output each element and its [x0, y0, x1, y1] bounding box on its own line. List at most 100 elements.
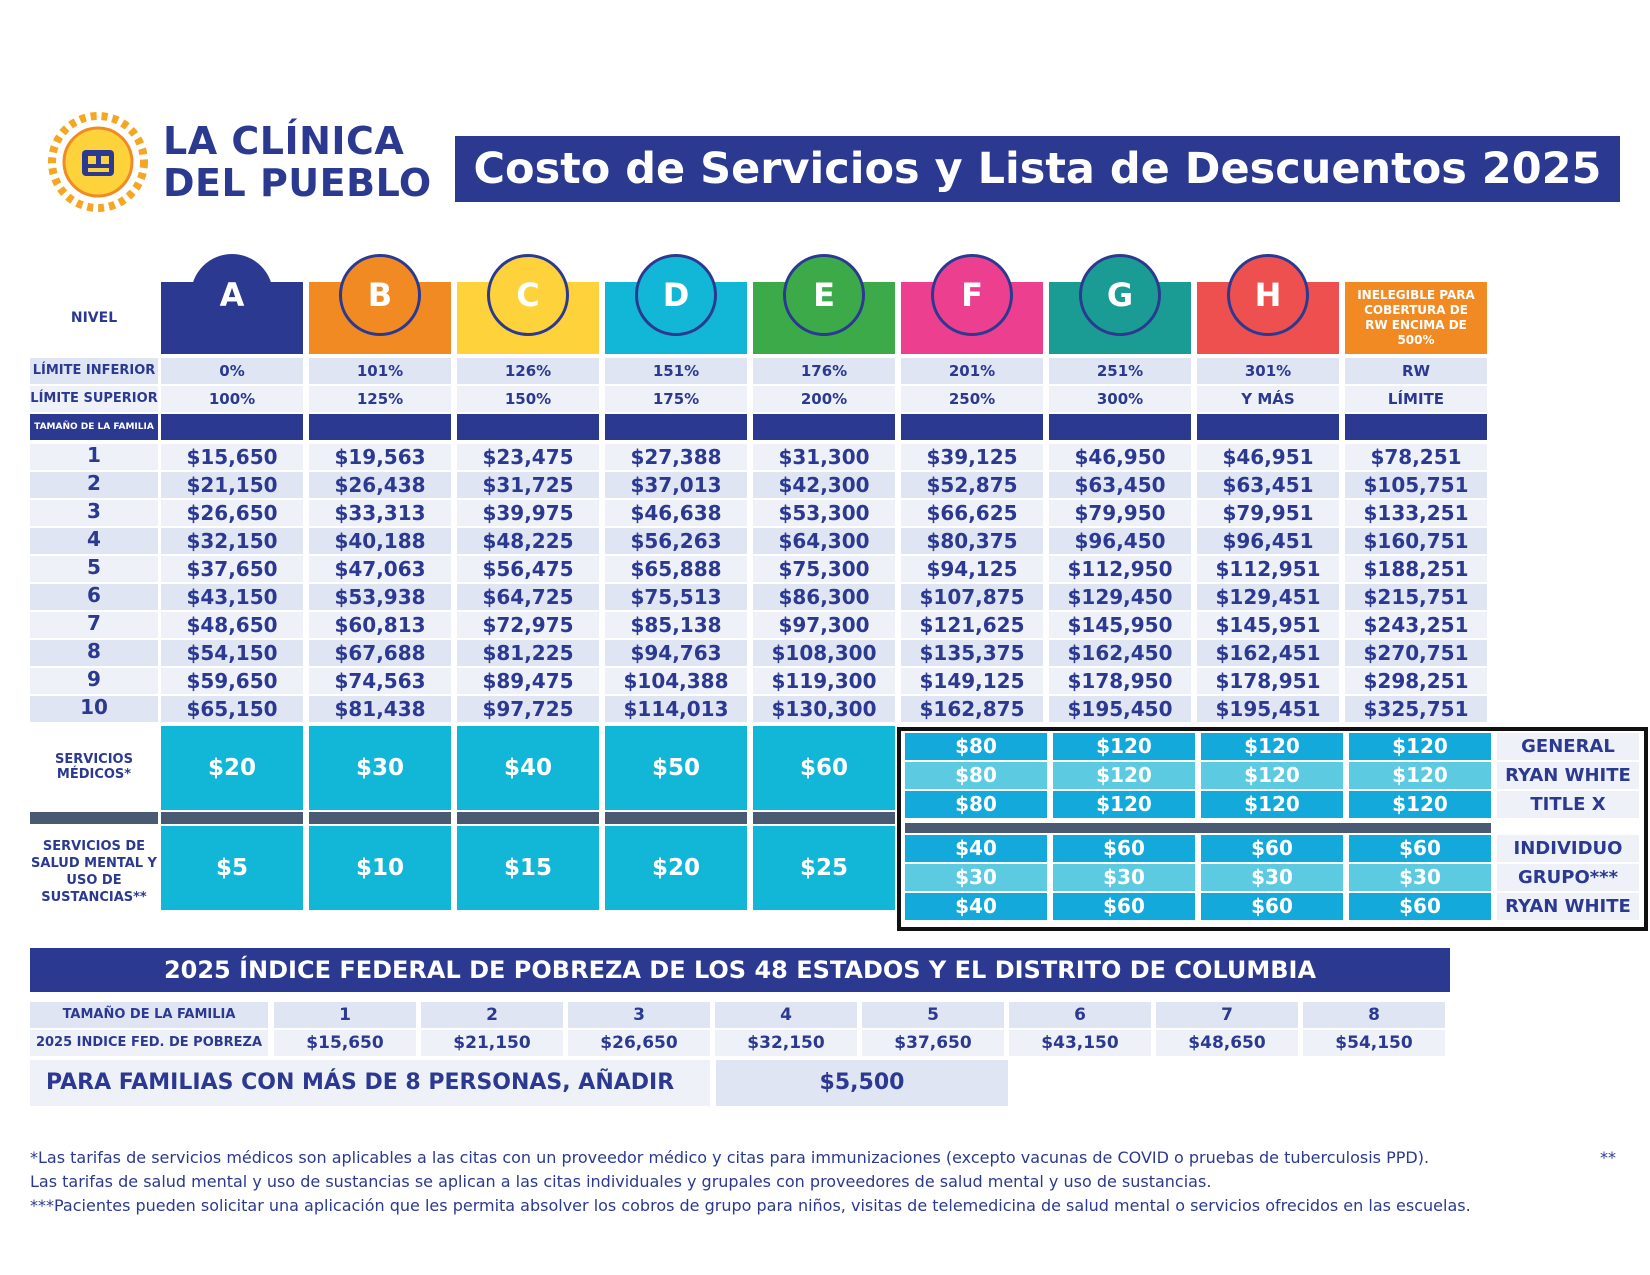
level-badge-a: A: [191, 254, 273, 336]
income-cell: $32,150: [161, 528, 303, 554]
income-cell: $162,451: [1197, 640, 1339, 666]
income-cell: $65,888: [605, 556, 747, 582]
fpl-size-label: TAMAÑO DE LA FAMILIA: [30, 1002, 268, 1028]
income-cell: $86,300: [753, 584, 895, 610]
income-cell: $46,638: [605, 500, 747, 526]
clinic-logo-text: LA CLÍNICA DEL PUEBLO: [163, 120, 432, 204]
rw-mental-fee: $30: [1349, 864, 1491, 891]
income-cell: $67,688: [309, 640, 451, 666]
rw-mental-label: INDIVIDUO: [1497, 835, 1639, 862]
family-size-label: 4: [30, 528, 158, 554]
rw-medical-fee: $120: [1201, 733, 1343, 760]
lower-limit: 101%: [309, 358, 451, 384]
family-size-label: 9: [30, 668, 158, 694]
lower-limit: RW: [1345, 358, 1487, 384]
fpl-add-label: PARA FAMILIAS CON MÁS DE 8 PERSONAS, AÑA…: [30, 1060, 710, 1106]
fpl-value: $21,150: [421, 1030, 563, 1056]
family-size-band: [605, 414, 747, 440]
upper-limit: 200%: [753, 386, 895, 412]
income-cell: $145,950: [1049, 612, 1191, 638]
level-header-rw: INELEGIBLE PARA COBERTURA DE RW ENCIMA D…: [1345, 282, 1487, 354]
income-cell: $39,975: [457, 500, 599, 526]
income-cell: $160,751: [1345, 528, 1487, 554]
logo-line-1: LA CLÍNICA: [163, 119, 405, 163]
family-size-band: [457, 414, 599, 440]
fpl-size: 8: [1303, 1002, 1445, 1028]
income-cell: $46,951: [1197, 444, 1339, 470]
lower-limit: 301%: [1197, 358, 1339, 384]
income-cell: $40,188: [309, 528, 451, 554]
rw-medical-fee: $120: [1053, 762, 1195, 789]
rw-mental-fee: $60: [1201, 893, 1343, 920]
income-cell: $15,650: [161, 444, 303, 470]
income-cell: $66,625: [901, 500, 1043, 526]
divider-bar: [309, 812, 451, 824]
income-cell: $162,875: [901, 696, 1043, 722]
upper-limit: 250%: [901, 386, 1043, 412]
level-badge-h: H: [1227, 254, 1309, 336]
income-cell: $52,875: [901, 472, 1043, 498]
income-cell: $85,138: [605, 612, 747, 638]
family-size-band: [753, 414, 895, 440]
rw-mental-fee: $60: [1349, 835, 1491, 862]
level-header-h: H: [1197, 254, 1339, 354]
family-size-band: [161, 414, 303, 440]
fpl-add-value: $5,500: [716, 1060, 1008, 1106]
fpl-size: 6: [1009, 1002, 1151, 1028]
family-size-band: [309, 414, 451, 440]
fpl-index-label: 2025 INDICE FED. DE POBREZA: [30, 1030, 268, 1056]
income-cell: $64,300: [753, 528, 895, 554]
label-servicios-medicos: SERVICIOS MÉDICOS*: [55, 752, 133, 782]
level-badge-g: G: [1079, 254, 1161, 336]
fpl-value: $26,650: [568, 1030, 710, 1056]
fpl-value: $37,650: [862, 1030, 1004, 1056]
income-cell: $112,951: [1197, 556, 1339, 582]
income-cell: $53,938: [309, 584, 451, 610]
label-limite-superior: LÍMITE SUPERIOR: [30, 386, 158, 412]
income-cell: $149,125: [901, 668, 1043, 694]
family-size-label: 6: [30, 584, 158, 610]
rw-mental-fee: $40: [905, 893, 1047, 920]
income-cell: $298,251: [1345, 668, 1487, 694]
income-cell: $145,951: [1197, 612, 1339, 638]
lower-limit: 251%: [1049, 358, 1191, 384]
rw-medical-fee: $120: [1201, 762, 1343, 789]
income-cell: $56,263: [605, 528, 747, 554]
rw-mental-fee: $60: [1053, 893, 1195, 920]
family-size-label: 10: [30, 696, 158, 722]
rw-mental-fee: $30: [905, 864, 1047, 891]
income-cell: $75,513: [605, 584, 747, 610]
income-cell: $31,300: [753, 444, 895, 470]
footnote-3: ***Pacientes pueden solicitar una aplica…: [30, 1196, 1471, 1215]
fpl-value: $43,150: [1009, 1030, 1151, 1056]
family-size-band: [1345, 414, 1487, 440]
income-cell: $108,300: [753, 640, 895, 666]
upper-limit: 100%: [161, 386, 303, 412]
rw-mental-label: GRUPO***: [1497, 864, 1639, 891]
mental-fee: $25: [753, 826, 895, 910]
income-cell: $129,451: [1197, 584, 1339, 610]
income-cell: $26,438: [309, 472, 451, 498]
income-cell: $23,475: [457, 444, 599, 470]
income-cell: $81,225: [457, 640, 599, 666]
level-header-c: C: [457, 254, 599, 354]
family-size-label: 3: [30, 500, 158, 526]
income-cell: $59,650: [161, 668, 303, 694]
label-limite-inferior: LÍMITE INFERIOR: [30, 358, 158, 384]
income-cell: $64,725: [457, 584, 599, 610]
page-title: Costo de Servicios y Lista de Descuentos…: [455, 136, 1620, 202]
income-cell: $63,451: [1197, 472, 1339, 498]
family-size-band: [1197, 414, 1339, 440]
divider-bar: [30, 812, 158, 824]
medical-fee: $20: [161, 726, 303, 810]
rw-medical-label: GENERAL: [1497, 733, 1639, 760]
family-size-label: 2: [30, 472, 158, 498]
fpl-size: 2: [421, 1002, 563, 1028]
income-cell: $42,300: [753, 472, 895, 498]
income-cell: $78,251: [1345, 444, 1487, 470]
lower-limit: 126%: [457, 358, 599, 384]
upper-limit: 125%: [309, 386, 451, 412]
income-cell: $107,875: [901, 584, 1043, 610]
income-cell: $72,975: [457, 612, 599, 638]
income-cell: $31,725: [457, 472, 599, 498]
